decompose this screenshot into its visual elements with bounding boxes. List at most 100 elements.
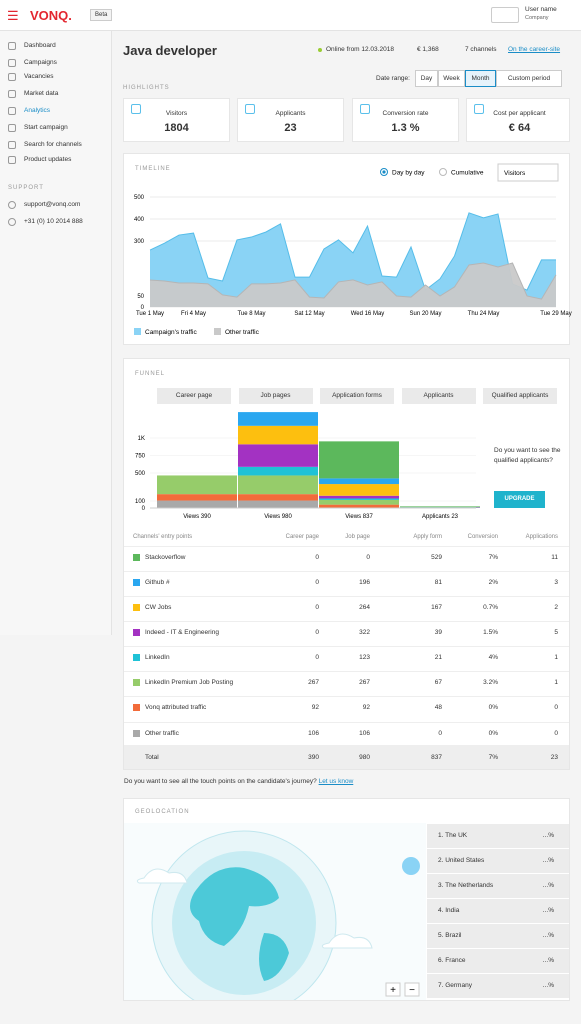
x-tick-label: Tue 1 May: [136, 311, 164, 317]
country-value: ...%: [542, 982, 554, 989]
mode-option[interactable]: Cumulative: [451, 170, 484, 177]
area-line: [149, 262, 557, 300]
country-row: [427, 874, 569, 898]
legend-swatch: [214, 328, 221, 335]
funnel-stage: Application forms: [320, 388, 394, 404]
table-cell: 4%: [488, 654, 498, 661]
nav-item[interactable]: Market data: [24, 90, 59, 97]
table-cell: 21: [434, 654, 442, 661]
highlight-icon: [474, 104, 484, 114]
channel-swatch: [133, 604, 140, 611]
total-cell: 7%: [488, 754, 498, 761]
nav-item[interactable]: Start campaign: [24, 124, 68, 131]
table-cell: 1: [554, 654, 558, 661]
career-link[interactable]: On the career-site: [508, 46, 561, 53]
funnel-stage: Qualified applicants: [483, 388, 557, 404]
beta-badge: Beta: [90, 9, 113, 21]
table-cell: 106: [308, 730, 319, 737]
date-range-button[interactable]: Custom period: [496, 70, 562, 87]
date-range-button[interactable]: Day: [415, 70, 438, 87]
upsell-text: Do you want to see the qualified applica…: [494, 447, 561, 464]
nav-icon: [8, 42, 16, 50]
table-row: [124, 646, 569, 671]
y-tick-label: 500: [135, 471, 146, 477]
chart-title: FUNNEL: [135, 371, 165, 377]
logo[interactable]: VONQ.: [30, 8, 72, 23]
nav-item[interactable]: Campaigns: [24, 59, 57, 66]
country-value: ...%: [542, 932, 554, 939]
table-cell: 3: [554, 579, 558, 586]
x-tick-label: Tue 8 May: [237, 311, 265, 317]
nav-icon: [8, 141, 16, 149]
x-tick-label: Thu 24 May: [468, 311, 500, 317]
table-cell: 0: [315, 629, 319, 636]
menu-icon[interactable]: ☰: [7, 8, 19, 23]
channel-swatch: [133, 679, 140, 686]
nav-icon: [8, 107, 16, 115]
y-tick-label: 50: [137, 294, 144, 300]
nav-item[interactable]: Analytics: [24, 107, 51, 114]
country-name: 3. The Netherlands: [438, 882, 494, 889]
nav-item[interactable]: Vacancies: [24, 73, 54, 80]
x-tick-label: Views 390: [183, 514, 211, 520]
highlight-label: Conversion rate: [382, 110, 429, 117]
nav-item[interactable]: Product updates: [24, 156, 72, 163]
funnel-segment: [319, 484, 399, 496]
nav-item[interactable]: Search for channels: [24, 141, 82, 148]
support-item: +31 (0) 10 2014 888: [24, 218, 83, 225]
section-title: HIGHLIGHTS: [123, 85, 170, 91]
funnel-segment: [238, 466, 318, 476]
highlight-label: Visitors: [165, 110, 188, 117]
channel-name: Stackoverflow: [145, 554, 186, 561]
nav-item[interactable]: Dashboard: [24, 42, 56, 49]
table-cell: 123: [359, 654, 370, 661]
funnel-segment: [238, 500, 318, 508]
table-cell: 2%: [488, 579, 498, 586]
funnel-segment: [157, 494, 237, 501]
funnel-segment: [238, 425, 318, 445]
channel-name: Other traffic: [145, 730, 179, 737]
support-icon: [8, 201, 16, 209]
y-tick-label: 300: [134, 239, 145, 245]
upgrade-button[interactable]: UPGRADE: [494, 491, 545, 508]
y-tick-label: 100: [135, 499, 146, 505]
funnel-segment: [319, 504, 399, 508]
table-cell: 264: [359, 604, 370, 611]
table-header: Career page: [285, 534, 319, 540]
highlight-value: 1804: [164, 122, 189, 134]
status-dot: [318, 48, 322, 52]
table-row: [124, 571, 569, 596]
support-item: support@vonq.com: [24, 201, 81, 208]
chart-title: TIMELINE: [135, 166, 171, 172]
channel-swatch: [133, 554, 140, 561]
zoom-out[interactable]: −: [409, 985, 415, 996]
funnel-segment: [400, 506, 480, 508]
touchpoints-link[interactable]: Let us know: [318, 778, 354, 785]
funnel-segment: [319, 498, 399, 500]
funnel-segment: [319, 495, 399, 499]
table-cell: 106: [359, 730, 370, 737]
table-cell: 0: [315, 654, 319, 661]
table-cell: 1.5%: [483, 629, 498, 636]
status: Online from 12.03.2018: [326, 46, 394, 53]
funnel-stage: Job pages: [238, 388, 313, 404]
date-range-button[interactable]: Week: [438, 70, 465, 87]
user-menu[interactable]: [491, 7, 519, 23]
channel-swatch: [133, 654, 140, 661]
table-cell: 81: [434, 579, 442, 586]
x-tick-label: Wed 16 May: [351, 311, 385, 317]
zoom-in[interactable]: +: [390, 985, 396, 996]
y-tick-label: 0: [142, 506, 146, 512]
table-cell: 167: [431, 604, 442, 611]
table-cell: 0: [438, 730, 442, 737]
channel-name: LinkedIn Premium Job Posting: [145, 679, 234, 686]
mode-option[interactable]: Day by day: [392, 170, 425, 177]
country-value: ...%: [542, 882, 554, 889]
radio: [439, 168, 447, 176]
date-range-button[interactable]: Month: [465, 70, 496, 87]
country-value: ...%: [542, 957, 554, 964]
channel-swatch: [133, 704, 140, 711]
channel-name: Github #: [145, 579, 170, 586]
total-cell: 23: [550, 754, 558, 761]
